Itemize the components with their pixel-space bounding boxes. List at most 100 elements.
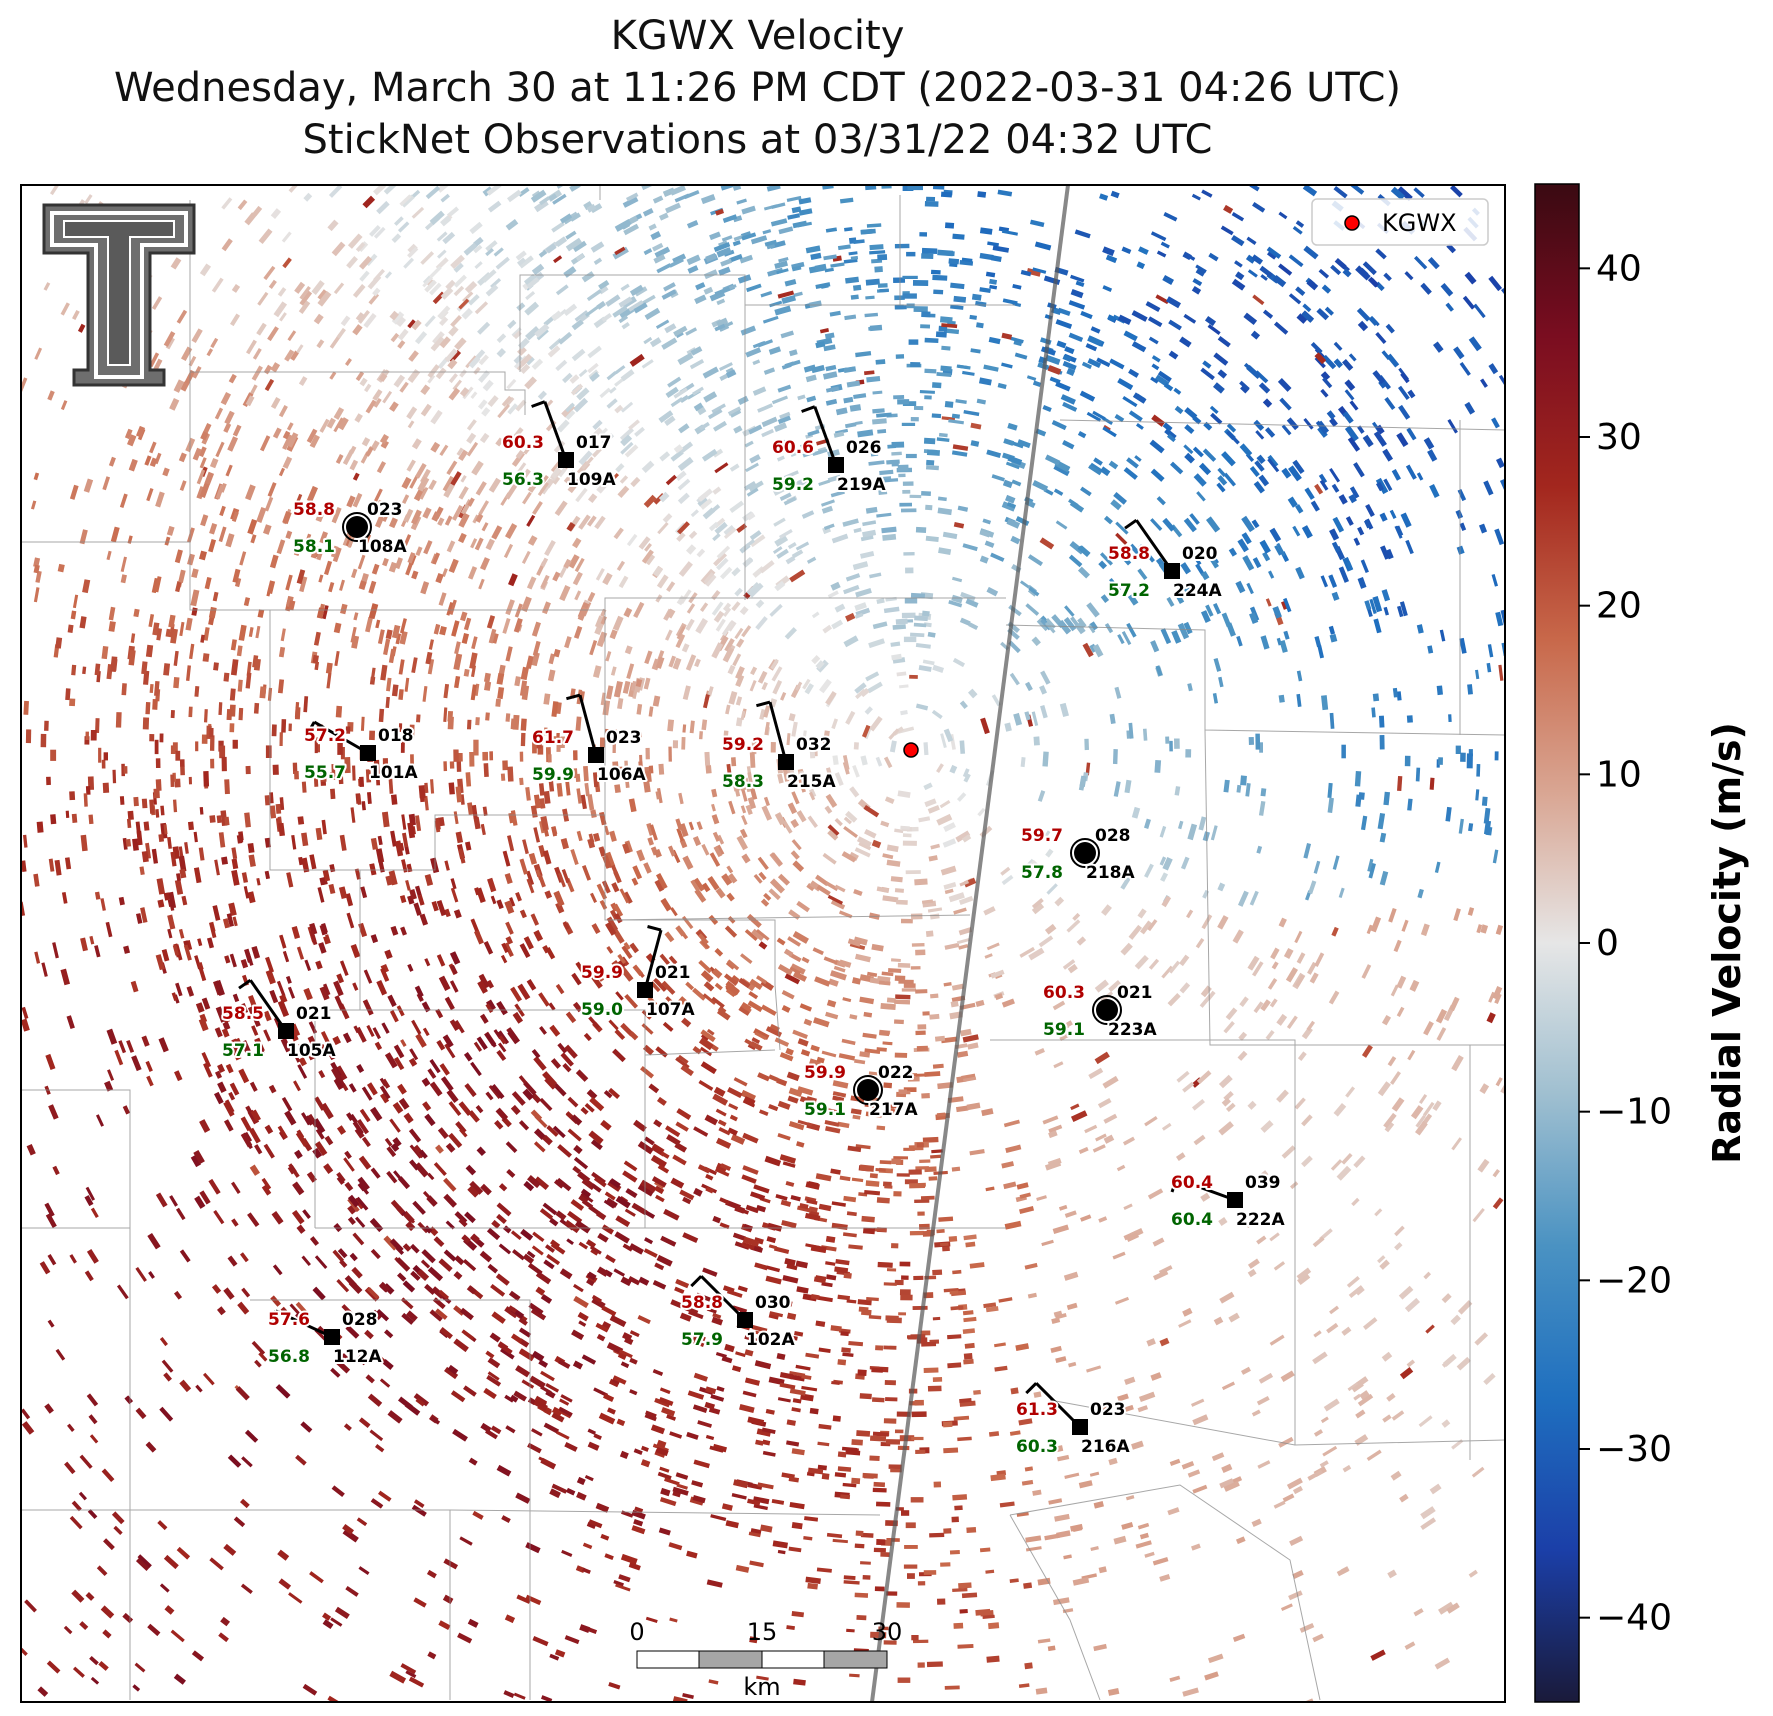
station-112A: 57.6 028 56.8 112A: [266, 1308, 384, 1369]
wind-barb: [1176, 1177, 1236, 1202]
station-dewpoint: 59.9: [532, 765, 574, 785]
station-marker: [278, 1023, 294, 1039]
station-dewpoint: 59.0: [581, 1000, 623, 1020]
wind-barb: [249, 979, 288, 1032]
wind-barb-flag: [268, 1310, 278, 1325]
station-dewpoint: 58.1: [293, 537, 335, 557]
station-218A: 59.7 028 57.8 218A: [1019, 824, 1137, 885]
wind-barb-flag: [1170, 1178, 1179, 1193]
station-wind-dir: 028: [1095, 826, 1131, 846]
title-line-3: StickNet Observations at 03/31/22 04:32 …: [302, 117, 1213, 163]
station-dewpoint: 55.7: [304, 763, 346, 783]
station-dewpoint: 57.8: [1021, 863, 1063, 883]
scale-tick-30: 30: [872, 1618, 903, 1646]
station-temp: 61.3: [1016, 1400, 1058, 1420]
texas-tech-logo-icon: [42, 203, 196, 387]
station-id: 223A: [1108, 1020, 1157, 1040]
wind-barb-flag: [531, 400, 546, 408]
scale-tick-15: 15: [747, 1618, 778, 1646]
station-219A: 60.6 026 59.2 219A: [770, 405, 888, 497]
station-217A: 59.9 022 59.1 217A: [802, 1061, 920, 1122]
station-224A: 58.8 020 57.2 224A: [1106, 518, 1224, 603]
wind-barb-flag: [1124, 518, 1138, 530]
county-boundaries: [21, 185, 1505, 1701]
station-id: 107A: [646, 1000, 695, 1020]
title-line-1: KGWX Velocity: [610, 13, 905, 59]
station-wind-dir: 028: [342, 1310, 378, 1330]
title-line-2: Wednesday, March 30 at 11:26 PM CDT (202…: [113, 65, 1402, 111]
station-dewpoint: 59.1: [804, 1100, 846, 1120]
station-dewpoint: 60.4: [1171, 1210, 1213, 1230]
radar-velocity-field: [21, 185, 1505, 1702]
station-wind-dir: 018: [378, 726, 414, 746]
station-marker: [778, 754, 794, 770]
station-wind-dir: 021: [655, 963, 691, 983]
station-id: 224A: [1173, 581, 1222, 601]
state-line: [870, 185, 1070, 1702]
station-wind-dir: 032: [796, 735, 832, 755]
station-105A: 58.5 021 57.1 105A: [220, 978, 338, 1063]
station-215A: 59.2 032 58.3 215A: [720, 700, 838, 794]
chart-title: KGWX Velocity Wednesday, March 30 at 11:…: [0, 10, 1515, 166]
station-id: 219A: [837, 475, 886, 495]
station-106A: 61.7 023 59.9 106A: [530, 693, 648, 787]
station-temp: 59.9: [804, 1063, 846, 1083]
station-108A: 58.8 023 58.1 108A: [291, 498, 409, 559]
station-marker: [637, 982, 653, 998]
legend: KGWX: [1311, 198, 1489, 246]
station-id: 101A: [369, 763, 418, 783]
station-dewpoint: 57.9: [681, 1330, 723, 1350]
station-temp: 59.2: [722, 735, 764, 755]
wind-barb-flag: [238, 978, 252, 990]
station-temp: 57.2: [304, 726, 346, 746]
radar-site-kgwx: [900, 739, 922, 761]
station-temp: 60.3: [502, 433, 544, 453]
station-wind-dir: 021: [1117, 983, 1153, 1003]
station-dewpoint: 60.3: [1016, 1437, 1058, 1457]
station-id: 102A: [746, 1330, 795, 1350]
scale-unit: km: [743, 1673, 780, 1701]
station-wind-dir: 022: [878, 1063, 914, 1083]
station-temp: 58.8: [681, 1293, 723, 1313]
station-temp: 60.3: [1043, 983, 1085, 1003]
station-dewpoint: 56.3: [502, 470, 544, 490]
station-wind-dir: 020: [1182, 544, 1218, 564]
station-wind-dir: 017: [576, 433, 612, 453]
station-wind-dir: 021: [296, 1004, 332, 1024]
legend-marker-icon: [1344, 215, 1360, 231]
wind-barb-flag: [306, 721, 316, 735]
station-marker: [1072, 1419, 1088, 1435]
station-temp: 61.7: [532, 728, 574, 748]
legend-label: KGWX: [1382, 209, 1457, 237]
station-107A: 59.9 021 59.0 107A: [579, 925, 697, 1022]
station-id: 108A: [358, 537, 407, 557]
wind-barb-flag: [647, 925, 662, 932]
station-id: 112A: [333, 1347, 382, 1367]
station-id: 217A: [869, 1100, 918, 1120]
station-temp: 59.7: [1021, 826, 1063, 846]
station-dewpoint: 57.1: [222, 1041, 264, 1061]
station-dewpoint: 56.8: [268, 1347, 310, 1367]
station-temp: 58.8: [1108, 544, 1150, 564]
wind-barb: [1135, 519, 1174, 572]
station-wind-dir: 030: [755, 1293, 791, 1313]
station-dewpoint: 59.1: [1043, 1020, 1085, 1040]
station-marker: [1164, 563, 1180, 579]
station-calm-marker: [346, 516, 368, 538]
wind-barb: [813, 406, 838, 466]
station-109A: 60.3 017 56.3 109A: [500, 400, 618, 492]
station-216A: 61.3 023 60.3 216A: [1014, 1382, 1132, 1459]
station-temp: 60.6: [772, 438, 814, 458]
wind-barb-flag: [801, 405, 816, 413]
station-marker: [828, 457, 844, 473]
wind-barb-flag: [566, 693, 581, 701]
wind-barb: [275, 1309, 333, 1339]
station-temp: 58.8: [293, 500, 335, 520]
station-wind-dir: 023: [367, 500, 403, 520]
station-marker: [558, 452, 574, 468]
station-marker: [588, 747, 604, 763]
station-calm-marker: [1096, 999, 1118, 1021]
station-temp: 57.6: [268, 1310, 310, 1330]
